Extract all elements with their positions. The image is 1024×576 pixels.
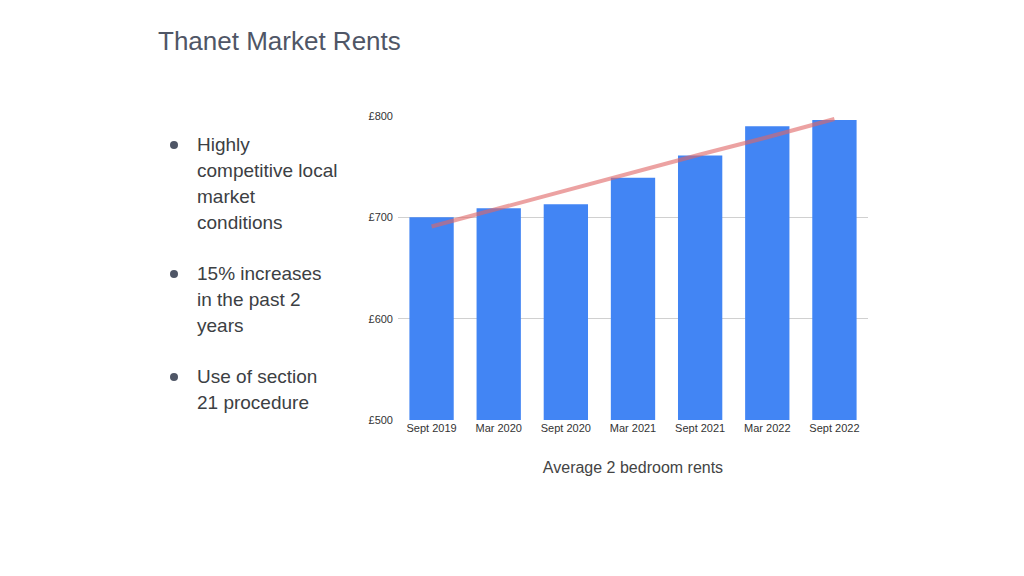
svg-text:Mar 2020: Mar 2020 [475,422,521,434]
svg-text:Sept 2022: Sept 2022 [809,422,859,434]
svg-text:£800: £800 [369,110,393,122]
html-text:Use of section 21 procedure: Use of section 21 procedure [197,366,318,413]
svg-text:Sept 2021: Sept 2021 [675,422,725,434]
svg-text:Sept 2019: Sept 2019 [406,422,456,434]
svg-text:£700: £700 [369,211,393,223]
svg-text:£600: £600 [369,313,393,325]
svg-text:Mar 2021: Mar 2021 [610,422,656,434]
svg-text:£500: £500 [369,414,393,426]
html-text:Thanet Market Rents: Thanet Market Rents [158,26,401,56]
svg-text:Average 2 bedroom rents: Average 2 bedroom rents [543,459,723,476]
html-text:15% increases in the past 2 ye: 15% increases in the past 2 years [197,263,322,336]
svg-text:Sept 2020: Sept 2020 [541,422,591,434]
html-text:Highly competitive local marke: Highly competitive local market conditio… [197,134,338,233]
svg-text:Mar 2022: Mar 2022 [744,422,790,434]
